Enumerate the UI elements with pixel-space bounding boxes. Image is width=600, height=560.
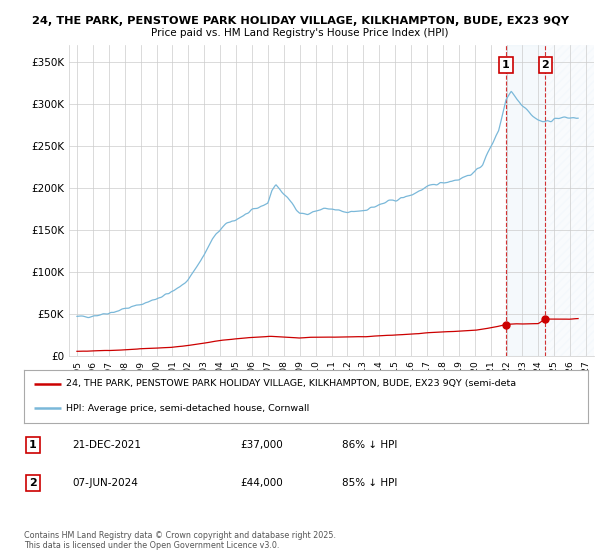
Bar [506,45,545,356]
Text: 1: 1 [29,440,37,450]
Text: £37,000: £37,000 [240,440,283,450]
Text: Contains HM Land Registry data © Crown copyright and database right 2025.
This d: Contains HM Land Registry data © Crown c… [24,530,336,550]
Text: 24, THE PARK, PENSTOWE PARK HOLIDAY VILLAGE, KILKHAMPTON, BUDE, EX23 9QY (semi-d: 24, THE PARK, PENSTOWE PARK HOLIDAY VILL… [66,380,517,389]
Text: 86% ↓ HPI: 86% ↓ HPI [342,440,397,450]
Text: 24, THE PARK, PENSTOWE PARK HOLIDAY VILLAGE, KILKHAMPTON, BUDE, EX23 9QY: 24, THE PARK, PENSTOWE PARK HOLIDAY VILL… [32,16,569,26]
Text: 21-DEC-2021: 21-DEC-2021 [72,440,141,450]
Text: 2: 2 [29,478,37,488]
Bar [545,45,594,356]
Text: 85% ↓ HPI: 85% ↓ HPI [342,478,397,488]
Text: 07-JUN-2024: 07-JUN-2024 [72,478,138,488]
Text: HPI: Average price, semi-detached house, Cornwall: HPI: Average price, semi-detached house,… [66,404,310,413]
Text: Price paid vs. HM Land Registry's House Price Index (HPI): Price paid vs. HM Land Registry's House … [151,28,449,38]
Text: 2: 2 [541,60,549,70]
Text: £44,000: £44,000 [240,478,283,488]
Text: 1: 1 [502,60,510,70]
